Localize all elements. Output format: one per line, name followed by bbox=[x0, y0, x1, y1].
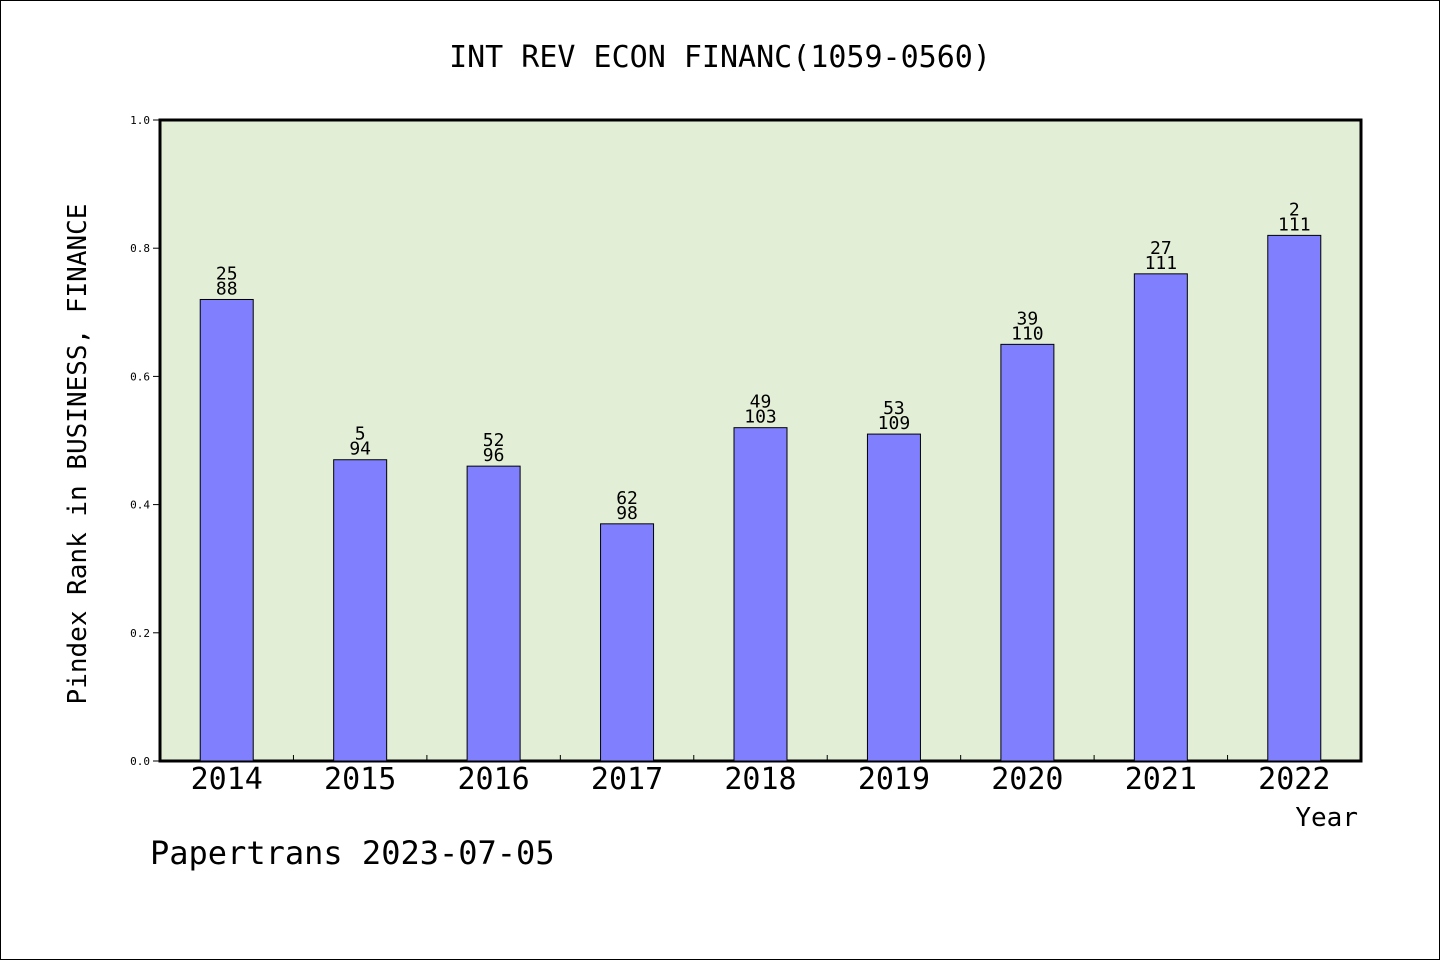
bar-2019 bbox=[866, 433, 921, 762]
bar-2015 bbox=[333, 459, 388, 762]
x-tick-label: 2014 bbox=[191, 762, 263, 797]
bar-label-rank: 49 bbox=[750, 392, 772, 413]
y-tick-label: 0.6 bbox=[130, 370, 150, 383]
bar-label-rank: 25 bbox=[216, 263, 238, 284]
bar-label-rank: 39 bbox=[1017, 308, 1039, 329]
y-tick-label: 1.0 bbox=[130, 114, 150, 127]
x-tick-label: 2022 bbox=[1258, 762, 1330, 797]
bar-2022 bbox=[1267, 234, 1322, 762]
y-tick-label: 0.0 bbox=[130, 755, 150, 768]
bar-2014 bbox=[199, 298, 254, 762]
x-tick-label: 2019 bbox=[858, 762, 930, 797]
bar-2021 bbox=[1133, 273, 1188, 762]
x-tick-label: 2018 bbox=[724, 762, 796, 797]
bar-label-total: 96 bbox=[483, 445, 505, 466]
x-axis-label: Year bbox=[1295, 803, 1358, 833]
bar-label-total: 103 bbox=[744, 407, 777, 428]
bar-label-rank: 5 bbox=[355, 424, 366, 445]
x-axis: 2014 2015 2016 2017 2018 2019 2020 2021 2022 bbox=[191, 755, 1330, 797]
bars bbox=[199, 234, 1322, 762]
x-tick-label: 2016 bbox=[457, 762, 529, 797]
bar-label-total: 111 bbox=[1278, 214, 1311, 235]
bar-2016 bbox=[466, 465, 521, 762]
bar-label-total: 111 bbox=[1145, 253, 1178, 274]
y-tick-label: 0.4 bbox=[130, 499, 150, 512]
bar-label-total: 94 bbox=[349, 439, 371, 460]
bar-label-total: 110 bbox=[1011, 323, 1044, 344]
chart-title: INT REV ECON FINANC(1059-0560) bbox=[449, 40, 991, 75]
bar-2018 bbox=[733, 427, 788, 762]
bar-label-rank: 52 bbox=[483, 430, 505, 451]
bar-label-total: 88 bbox=[216, 278, 238, 299]
bar-label-rank: 2 bbox=[1289, 199, 1300, 220]
x-tick-label: 2020 bbox=[991, 762, 1063, 797]
bar-label-rank: 27 bbox=[1150, 238, 1172, 259]
x-tick-label: 2021 bbox=[1125, 762, 1197, 797]
bar-label-rank: 53 bbox=[883, 398, 905, 419]
y-axis: 0.0 0.2 0.4 0.6 0.8 1.0 bbox=[130, 114, 160, 768]
bar-label-total: 109 bbox=[878, 413, 911, 434]
bar-label-total: 98 bbox=[616, 503, 638, 524]
y-axis-label: Pindex Rank in BUSINESS, FINANCE bbox=[63, 204, 93, 705]
bar-2020 bbox=[1000, 343, 1055, 762]
x-tick-label: 2017 bbox=[591, 762, 663, 797]
bar-2017 bbox=[600, 523, 655, 762]
footer-credit: Papertrans 2023-07-05 bbox=[150, 834, 555, 872]
x-tick-label: 2015 bbox=[324, 762, 396, 797]
y-tick-label: 0.8 bbox=[130, 242, 150, 255]
y-tick-label: 0.2 bbox=[130, 627, 150, 640]
bar-label-rank: 62 bbox=[616, 488, 638, 509]
